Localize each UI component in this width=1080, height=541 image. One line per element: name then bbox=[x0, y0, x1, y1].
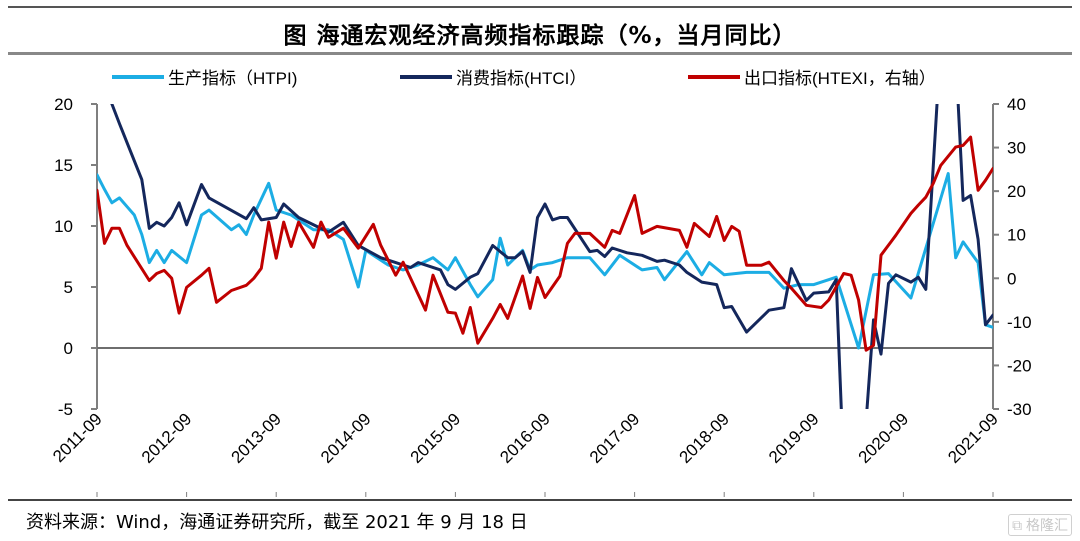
x-axis-tick-label: 2018-09 bbox=[675, 409, 733, 467]
right-axis-tick-label: 40 bbox=[1007, 95, 1026, 114]
right-axis-tick-label: 20 bbox=[1007, 182, 1026, 201]
x-axis-tick-label: 2020-09 bbox=[855, 409, 913, 467]
right-axis-tick-label: 30 bbox=[1007, 139, 1026, 158]
x-axis-tick-label: 2013-09 bbox=[227, 409, 285, 467]
legend-swatch-htexi bbox=[688, 74, 740, 79]
title-rule bbox=[8, 52, 1072, 55]
x-axis-tick-label: 2017-09 bbox=[586, 409, 644, 467]
series-line-htci bbox=[110, 104, 993, 409]
legend-swatch-htci bbox=[400, 74, 452, 79]
right-axis-tick-label: 10 bbox=[1007, 226, 1026, 245]
legend-item-htexi: 出口指标(HTEXI，右轴） bbox=[688, 64, 936, 89]
right-axis-tick-label: -20 bbox=[1007, 356, 1032, 375]
x-axis-tick-label: 2021-09 bbox=[944, 409, 1002, 467]
left-axis-tick-label: 10 bbox=[54, 217, 73, 236]
legend-item-htci: 消费指标(HTCI） bbox=[400, 64, 586, 89]
right-axis-tick-label: -10 bbox=[1007, 313, 1032, 332]
chart-title: 图 海通宏观经济高频指标跟踪（%，当月同比） bbox=[283, 23, 797, 49]
right-axis-tick-label: -30 bbox=[1007, 400, 1032, 419]
source-note: 资料来源：Wind，海通证券研究所，截至 2021 年 9 月 18 日 bbox=[26, 512, 528, 533]
x-axis-tick-label: 2012-09 bbox=[138, 409, 196, 467]
x-axis-tick-label: 2015-09 bbox=[407, 409, 465, 467]
legend: 生产指标（HTPI) 消费指标(HTCI） 出口指标(HTEXI，右轴） bbox=[0, 64, 1080, 88]
source-rule bbox=[8, 499, 1072, 501]
x-axis-tick-label: 2014-09 bbox=[317, 409, 375, 467]
left-axis-tick-label: -5 bbox=[58, 400, 73, 419]
series-line-htpi bbox=[97, 172, 993, 350]
top-rule bbox=[8, 6, 1072, 8]
legend-swatch-htpi bbox=[112, 74, 164, 79]
left-axis-tick-label: 5 bbox=[64, 278, 73, 297]
legend-label-htci: 消费指标(HTCI） bbox=[456, 69, 587, 88]
legend-item-htpi: 生产指标（HTPI) bbox=[112, 64, 297, 89]
x-axis-tick-label: 2019-09 bbox=[765, 409, 823, 467]
left-axis-tick-label: 20 bbox=[54, 95, 73, 114]
left-axis-tick-label: 0 bbox=[64, 339, 73, 358]
right-axis-tick-label: 0 bbox=[1007, 269, 1016, 288]
watermark-logo: ⧉ 格隆汇 bbox=[1008, 514, 1072, 536]
legend-label-htexi: 出口指标(HTEXI，右轴） bbox=[744, 69, 936, 88]
series-line-htexi bbox=[97, 135, 993, 352]
left-axis-tick-label: 15 bbox=[54, 156, 73, 175]
legend-label-htpi: 生产指标（HTPI) bbox=[168, 69, 298, 88]
x-axis-tick-label: 2016-09 bbox=[496, 409, 554, 467]
